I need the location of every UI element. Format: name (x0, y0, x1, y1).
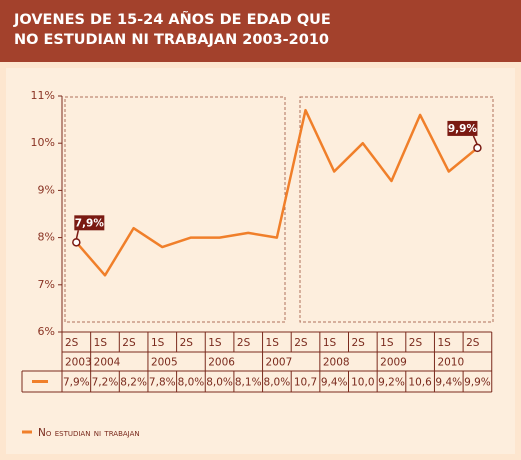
callout-box (74, 215, 105, 231)
x-tick-label: 1S (151, 337, 165, 349)
x-tick-label: 2S (180, 337, 194, 349)
data-label: 8,0% (264, 377, 291, 389)
data-label: 8,1% (235, 377, 262, 389)
y-tick-label: 9% (38, 183, 55, 196)
plot-bg (6, 68, 515, 454)
callout-label: 7,9% (75, 217, 105, 229)
x-tick-label: 2S (65, 337, 79, 349)
x-tick-label: 2S (466, 337, 480, 349)
data-label: 9,2% (378, 377, 405, 389)
y-tick-label: 7% (38, 278, 55, 291)
data-label: 8,2% (120, 377, 147, 389)
year-label: 2008 (323, 357, 350, 369)
year-label: 2007 (266, 357, 293, 369)
callout-pointer (472, 135, 479, 146)
data-label: 7,8% (149, 377, 176, 389)
callout-box (447, 120, 478, 136)
x-tick-label: 2S (409, 337, 423, 349)
period-box (299, 96, 494, 323)
data-label: 7,2% (92, 377, 119, 389)
point (473, 143, 482, 153)
y-tick-label: 11% (31, 89, 55, 102)
line (75, 108, 479, 277)
x-tick-label: 2S (237, 337, 251, 349)
data-label: 9,9% (464, 377, 491, 389)
data-label: 8,0% (206, 377, 233, 389)
x-tick-label: 2S (122, 337, 136, 349)
chart-title: JOVENES DE 15-24 AÑOS DE EDAD QUE NO EST… (0, 0, 521, 62)
y-tick-label: 8% (38, 231, 55, 244)
x-tick-label: 1S (323, 337, 337, 349)
data-label: 7,9% (63, 377, 90, 389)
year-label: 2006 (208, 357, 235, 369)
x-tick-label: 1S (266, 337, 280, 349)
period-box (64, 96, 286, 323)
data-label: 9,4% (435, 377, 462, 389)
y-tick-label: 10% (31, 136, 55, 149)
legend-label: No estudian ni trabajan (38, 427, 140, 439)
year-label: 2010 (437, 357, 464, 369)
x-tick-label: 1S (380, 337, 394, 349)
y-tick-label: 6% (38, 325, 55, 338)
data-label: 10,7 (294, 377, 317, 389)
year-label: 2004 (94, 357, 121, 369)
data-label: 10,0 (351, 377, 374, 389)
year-label: 2003 (65, 357, 92, 369)
x-tick-label: 2S (294, 337, 308, 349)
callout-label: 9,9% (448, 123, 478, 135)
x-tick-label: 1S (94, 337, 108, 349)
x-tick-label: 2S (352, 337, 366, 349)
year-label: 2009 (380, 357, 407, 369)
x-tick-label: 1S (208, 337, 222, 349)
data-label: 9,4% (321, 377, 348, 389)
data-label: 8,0% (178, 377, 205, 389)
callout-pointer (75, 230, 80, 240)
data-label: 10,6 (408, 377, 432, 389)
year-label: 2005 (151, 357, 178, 369)
x-tick-label: 1S (437, 337, 451, 349)
point (72, 238, 81, 247)
